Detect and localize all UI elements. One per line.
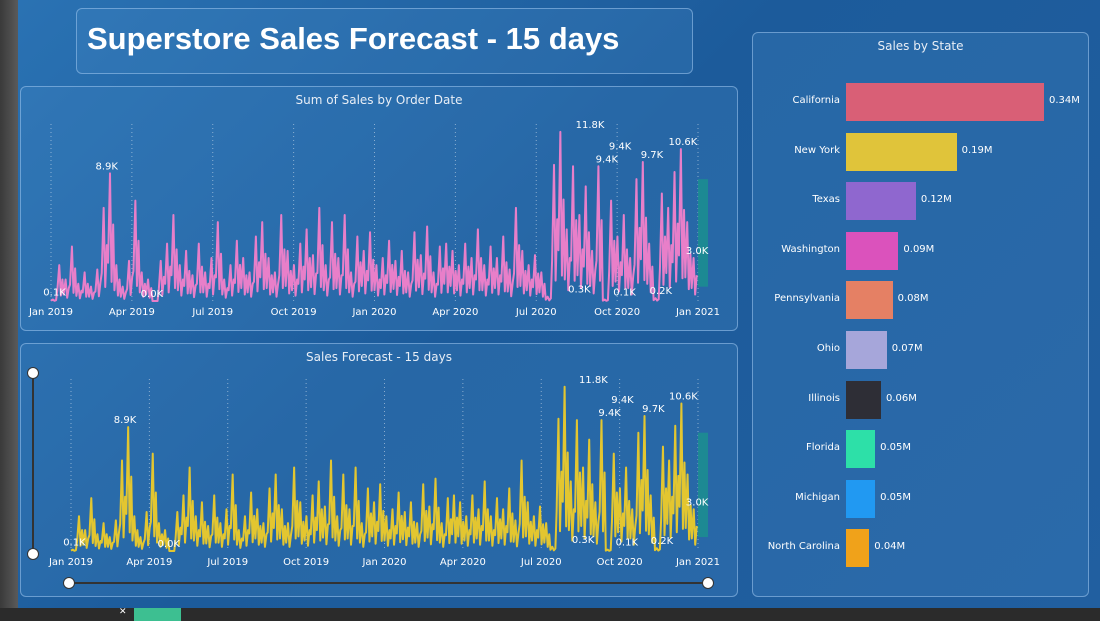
- x-tick-label: Jan 2019: [28, 307, 73, 318]
- left-pane-strip: [0, 0, 18, 608]
- x-tick-label: Apr 2019: [109, 307, 155, 318]
- bar-category-label: Florida: [805, 442, 840, 454]
- bar-category-label: Michigan: [795, 491, 840, 503]
- data-label: 10.6K: [669, 137, 698, 148]
- data-label: 0.2K: [650, 286, 673, 297]
- bar-value-label: 0.09M: [903, 243, 935, 255]
- report-title: Superstore Sales Forecast - 15 days: [87, 21, 620, 56]
- x-tick-label: Apr 2020: [432, 307, 478, 318]
- data-label: 11.8K: [579, 375, 608, 386]
- data-label: 8.9K: [96, 161, 119, 172]
- bar-category-label: Ohio: [816, 343, 840, 354]
- chart-title: Sum of Sales by Order Date: [295, 93, 463, 107]
- data-label: 0.0K: [158, 539, 181, 550]
- x-tick-label: Oct 2019: [283, 557, 329, 568]
- bar-category-label: Texas: [812, 194, 840, 206]
- page-tabs-bar: [0, 608, 1100, 621]
- forecast-band: [698, 179, 708, 287]
- bar-category-label: Illinois: [808, 392, 840, 404]
- bar[interactable]: [846, 182, 916, 221]
- bar-value-label: 0.05M: [880, 442, 912, 454]
- data-label: 0.1K: [63, 538, 86, 549]
- x-tick-label: Oct 2019: [271, 307, 317, 318]
- data-label: 8.9K: [114, 415, 137, 426]
- page-tab-active[interactable]: [134, 608, 181, 621]
- data-label: 3.0K: [686, 497, 709, 508]
- x-tick-label: Jan 2020: [361, 557, 406, 568]
- data-label: 0.1K: [613, 288, 636, 299]
- bar[interactable]: [846, 430, 876, 469]
- vertical-slider-track[interactable]: [32, 373, 34, 554]
- x-tick-label: Jul 2020: [520, 557, 562, 568]
- data-label: 9.7K: [642, 404, 665, 415]
- x-tick-label: Jan 2020: [351, 307, 396, 318]
- vertical-slider-handle-top[interactable]: [27, 367, 39, 379]
- chart-plot: Jan 2019 Apr 2019 Jul 2019 Oct 2019 Jan 2020…: [28, 120, 720, 318]
- sales-by-date-chart[interactable]: Sum of Sales by Order Date Jan 2019 Apr 2…: [20, 86, 738, 331]
- bar-value-label: 0.04M: [874, 541, 906, 553]
- data-label: 9.4K: [598, 408, 621, 419]
- sales-by-state-chart[interactable]: Sales by State California 0.34M New York 0.…: [752, 32, 1089, 597]
- x-tick-label: Oct 2020: [597, 557, 643, 568]
- data-label: 0.1K: [616, 538, 639, 549]
- bar-value-label: 0.07M: [891, 343, 923, 354]
- x-tick-label: Apr 2020: [440, 557, 486, 568]
- x-tick-label: Jan 2019: [48, 557, 93, 568]
- chart-plot: Jan 2019 Apr 2019 Jul 2019 Oct 2019 Jan 2020…: [48, 375, 720, 568]
- bar[interactable]: [846, 479, 876, 518]
- data-label: 0.3K: [572, 535, 595, 546]
- horizontal-slider-handle-left[interactable]: [63, 577, 75, 589]
- bar[interactable]: [846, 380, 881, 419]
- x-tick-label: Jul 2019: [206, 557, 248, 568]
- data-label: 0.0K: [141, 289, 164, 300]
- data-label: 10.6K: [669, 391, 698, 402]
- chart-title: Sales by State: [877, 39, 964, 53]
- x-tick-label: Apr 2019: [126, 557, 172, 568]
- title-card: Superstore Sales Forecast - 15 days: [76, 8, 693, 74]
- x-tick-label: Jan 2021: [675, 307, 720, 318]
- data-label: 0.2K: [651, 536, 674, 547]
- data-label: 9.4K: [611, 395, 634, 406]
- x-tick-label: Jul 2020: [515, 307, 557, 318]
- data-label: 3.0K: [686, 246, 709, 257]
- bar-value-label: 0.34M: [1049, 95, 1080, 106]
- data-label: 9.7K: [641, 150, 664, 161]
- bar-value-label: 0.06M: [885, 392, 917, 404]
- chart-title: Sales Forecast - 15 days: [306, 350, 452, 364]
- data-label: 9.4K: [609, 141, 632, 152]
- bar-value-label: 0.12M: [920, 194, 952, 206]
- x-tick-label: Jan 2021: [675, 557, 720, 568]
- bar-category-label: New York: [794, 144, 840, 156]
- data-label: 9.4K: [596, 154, 619, 165]
- sales-line: [50, 130, 698, 302]
- bar-value-label: 0.08M: [897, 293, 929, 305]
- bar[interactable]: [846, 529, 870, 568]
- sales-line: [70, 385, 698, 552]
- bar-value-label: 0.05M: [880, 491, 912, 503]
- bar-category-label: Pennsylvania: [774, 293, 840, 305]
- vertical-slider-handle-bottom[interactable]: [27, 548, 39, 560]
- x-tick-label: Oct 2020: [594, 307, 640, 318]
- forecast-band: [698, 432, 708, 538]
- bar[interactable]: [846, 132, 957, 171]
- close-icon[interactable]: ✕: [119, 607, 127, 617]
- data-label: 0.3K: [568, 285, 591, 296]
- horizontal-slider-track[interactable]: [69, 582, 708, 584]
- bar[interactable]: [846, 83, 1044, 121]
- bar-category-label: North Carolina: [767, 541, 840, 553]
- bar-category-label: California: [792, 95, 841, 106]
- sales-forecast-chart[interactable]: Sales Forecast - 15 days Jan 2019 Apr 201…: [20, 343, 738, 597]
- x-tick-label: Jul 2019: [191, 307, 233, 318]
- data-label: 0.1K: [43, 288, 66, 299]
- horizontal-slider-handle-right[interactable]: [702, 577, 714, 589]
- data-label: 11.8K: [576, 120, 605, 131]
- bar[interactable]: [846, 281, 893, 320]
- bar[interactable]: [846, 331, 887, 369]
- bar[interactable]: [846, 231, 899, 270]
- bar-category-label: Washington: [781, 243, 840, 255]
- bar-value-label: 0.19M: [961, 144, 993, 156]
